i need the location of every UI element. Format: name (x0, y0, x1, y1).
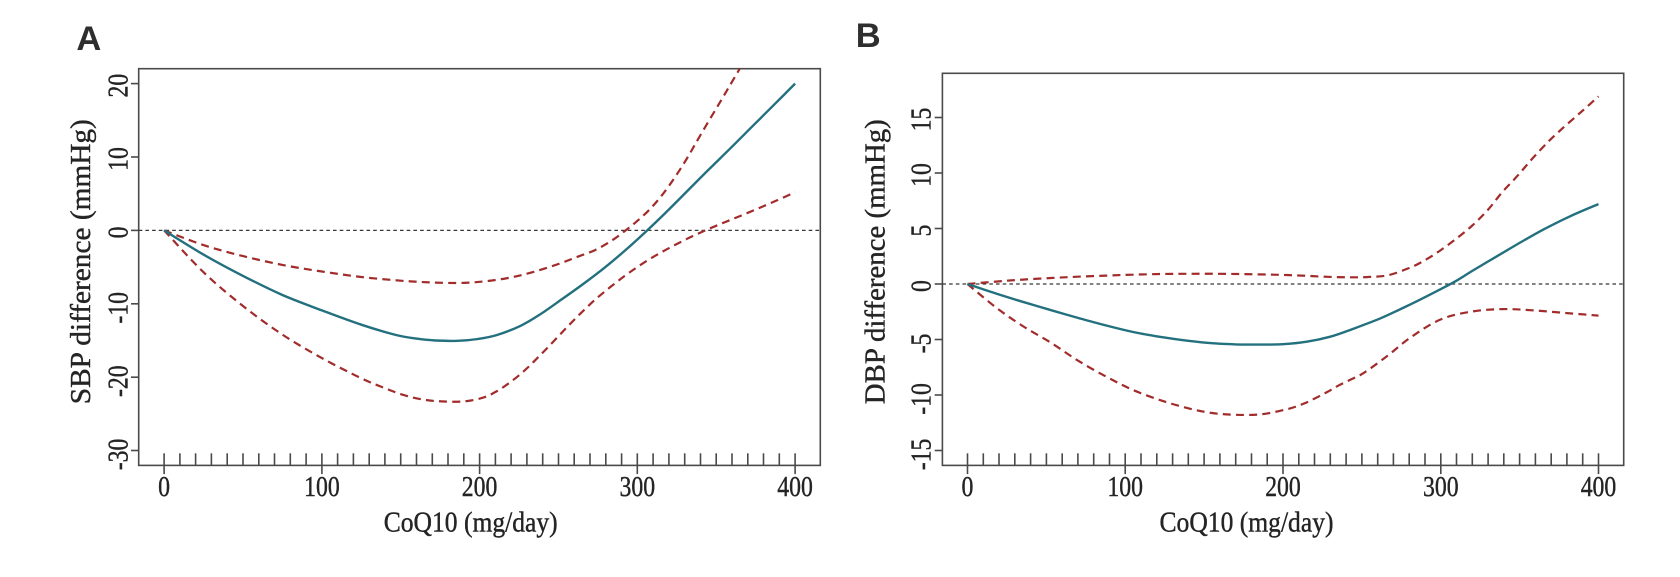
svg-text:-10: -10 (907, 383, 938, 415)
svg-text:100: 100 (304, 472, 340, 503)
svg-text:300: 300 (1423, 472, 1459, 503)
svg-text:-10: -10 (104, 292, 135, 324)
svg-text:100: 100 (1107, 472, 1143, 503)
svg-text:10: 10 (104, 147, 135, 171)
svg-text:10: 10 (907, 163, 938, 187)
svg-text:400: 400 (1581, 472, 1617, 503)
svg-text:15: 15 (907, 108, 938, 132)
svg-text:0: 0 (907, 280, 938, 292)
svg-text:200: 200 (1265, 472, 1301, 503)
svg-text:B: B (856, 17, 881, 55)
svg-text:CoQ10 (mg/day): CoQ10 (mg/day) (384, 508, 558, 539)
svg-text:300: 300 (620, 472, 656, 503)
svg-text:SBP difference (mmHg): SBP difference (mmHg) (66, 119, 97, 404)
svg-text:CoQ10 (mg/day): CoQ10 (mg/day) (1160, 508, 1334, 539)
svg-text:DBP difference (mmHg): DBP difference (mmHg) (861, 119, 892, 404)
svg-text:0: 0 (104, 226, 135, 238)
svg-text:20: 20 (104, 74, 135, 98)
svg-text:-5: -5 (907, 334, 938, 354)
svg-text:0: 0 (962, 472, 974, 503)
svg-text:-15: -15 (907, 439, 938, 471)
svg-text:400: 400 (777, 472, 813, 503)
svg-text:0: 0 (158, 472, 170, 503)
svg-text:-20: -20 (104, 365, 135, 397)
svg-text:-30: -30 (104, 439, 135, 471)
svg-text:A: A (76, 20, 101, 58)
svg-text:200: 200 (462, 472, 498, 503)
svg-text:5: 5 (907, 225, 938, 237)
